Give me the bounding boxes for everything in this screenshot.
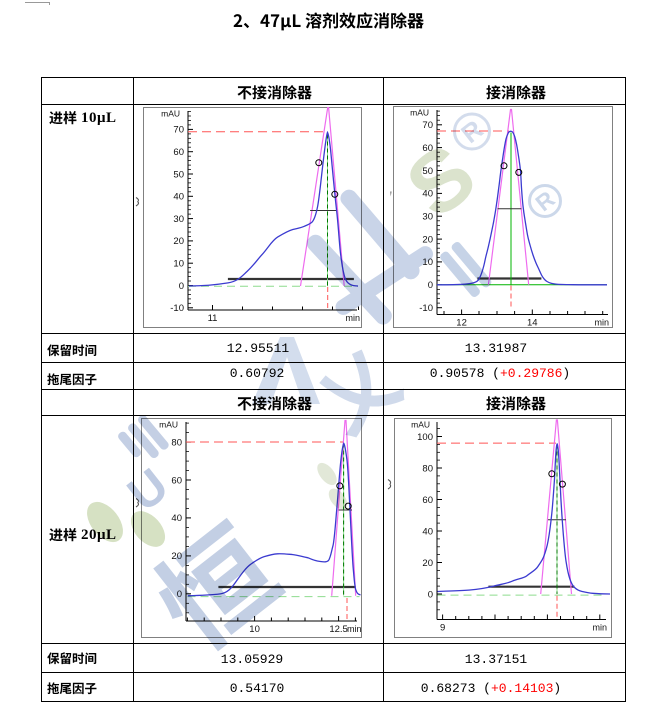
svg-text:50: 50 bbox=[173, 169, 184, 180]
svg-text:min: min bbox=[347, 624, 362, 634]
svg-text:min: min bbox=[592, 623, 607, 633]
svg-text:mAU: mAU bbox=[410, 108, 429, 118]
svg-text:10: 10 bbox=[173, 259, 184, 270]
svg-text:60: 60 bbox=[173, 147, 184, 158]
svg-text:9: 9 bbox=[440, 623, 445, 634]
svg-text:30: 30 bbox=[422, 212, 433, 223]
svg-text:60: 60 bbox=[422, 495, 433, 506]
svg-text:20: 20 bbox=[422, 558, 433, 569]
svg-text:40: 40 bbox=[171, 513, 182, 524]
svg-text:10: 10 bbox=[422, 257, 433, 268]
svg-text:30: 30 bbox=[173, 214, 184, 225]
svg-text:40: 40 bbox=[422, 526, 433, 537]
svg-text:-10: -10 bbox=[419, 303, 433, 314]
svg-text:mAU: mAU bbox=[161, 109, 180, 119]
svg-text:40: 40 bbox=[173, 192, 184, 203]
svg-text:11: 11 bbox=[208, 313, 218, 324]
svg-text:60: 60 bbox=[422, 143, 433, 154]
svg-text:20: 20 bbox=[173, 236, 184, 247]
svg-text:min: min bbox=[594, 318, 609, 328]
svg-text:0: 0 bbox=[428, 589, 433, 600]
svg-text:10: 10 bbox=[249, 624, 260, 635]
svg-text:0: 0 bbox=[179, 281, 184, 292]
svg-text:80: 80 bbox=[422, 463, 433, 474]
svg-text:60: 60 bbox=[171, 475, 182, 486]
svg-text:min: min bbox=[345, 313, 360, 323]
svg-text:12: 12 bbox=[456, 318, 467, 329]
svg-text:80: 80 bbox=[171, 437, 182, 448]
svg-text:0: 0 bbox=[428, 280, 433, 291]
svg-text:14: 14 bbox=[527, 318, 538, 329]
svg-text:-10: -10 bbox=[170, 303, 184, 314]
svg-text:12.5: 12.5 bbox=[329, 624, 348, 635]
svg-text:40: 40 bbox=[422, 189, 433, 200]
svg-text:20: 20 bbox=[171, 551, 182, 562]
svg-text:70: 70 bbox=[422, 120, 433, 131]
svg-text:100: 100 bbox=[417, 432, 433, 443]
svg-text:mAU: mAU bbox=[159, 420, 178, 430]
svg-text:20: 20 bbox=[422, 234, 433, 245]
svg-text:70: 70 bbox=[173, 125, 184, 136]
svg-text:50: 50 bbox=[422, 166, 433, 177]
svg-text:mAU: mAU bbox=[411, 420, 430, 430]
svg-text:U: U bbox=[118, 459, 178, 522]
